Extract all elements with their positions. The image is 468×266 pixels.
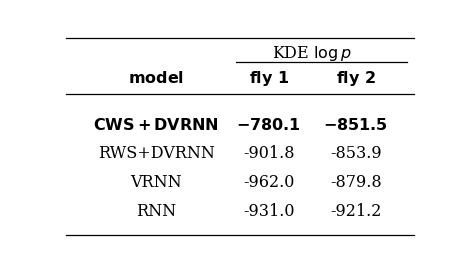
Text: $\bf{fly\ 2}$: $\bf{fly\ 2}$ bbox=[336, 69, 376, 88]
Text: VRNN: VRNN bbox=[131, 174, 182, 191]
Text: -901.8: -901.8 bbox=[243, 145, 295, 162]
Text: -879.8: -879.8 bbox=[330, 174, 382, 191]
Text: $\bf{model}$: $\bf{model}$ bbox=[128, 69, 184, 86]
Text: $\mathbf{{-}780.1}$: $\mathbf{{-}780.1}$ bbox=[236, 117, 301, 134]
Text: -921.2: -921.2 bbox=[330, 203, 381, 220]
Text: $\mathbf{{-}851.5}$: $\mathbf{{-}851.5}$ bbox=[323, 117, 388, 134]
Text: -962.0: -962.0 bbox=[243, 174, 294, 191]
Text: $\bf{CWS+DVRNN}$: $\bf{CWS+DVRNN}$ bbox=[94, 117, 219, 134]
Text: -931.0: -931.0 bbox=[243, 203, 295, 220]
Text: KDE $\log p$: KDE $\log p$ bbox=[272, 44, 352, 63]
Text: RWS+DVRNN: RWS+DVRNN bbox=[98, 145, 215, 162]
Text: -853.9: -853.9 bbox=[330, 145, 382, 162]
Text: $\bf{fly\ 1}$: $\bf{fly\ 1}$ bbox=[249, 69, 289, 88]
Text: RNN: RNN bbox=[136, 203, 176, 220]
